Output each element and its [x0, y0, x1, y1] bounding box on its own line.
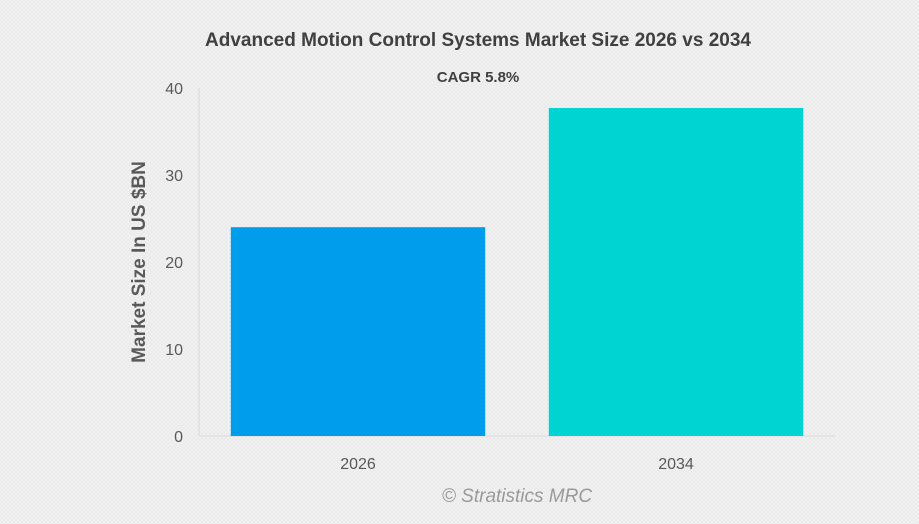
x-tick-label: 2034	[658, 456, 694, 473]
x-tick-labels: 2026 2034	[340, 456, 694, 473]
y-tick-label: 10	[165, 342, 183, 359]
x-tick-label: 2026	[340, 456, 376, 473]
copyright-credit: © Stratistics MRC	[442, 486, 592, 507]
y-tick-label: 0	[174, 429, 183, 446]
y-tick-label: 40	[165, 81, 183, 98]
y-tick-label: 30	[165, 168, 183, 185]
bar-2034	[548, 108, 804, 436]
chart-title: Advanced Motion Control Systems Market S…	[205, 30, 751, 51]
chart-subtitle: CAGR 5.8%	[437, 69, 520, 86]
y-tick-label: 20	[165, 255, 183, 272]
y-tick-labels: 0 10 20 30 40	[165, 81, 183, 446]
bar-2026	[230, 227, 486, 436]
y-axis-title: Market Size In US $BN	[129, 161, 150, 363]
bars-group	[230, 108, 804, 436]
